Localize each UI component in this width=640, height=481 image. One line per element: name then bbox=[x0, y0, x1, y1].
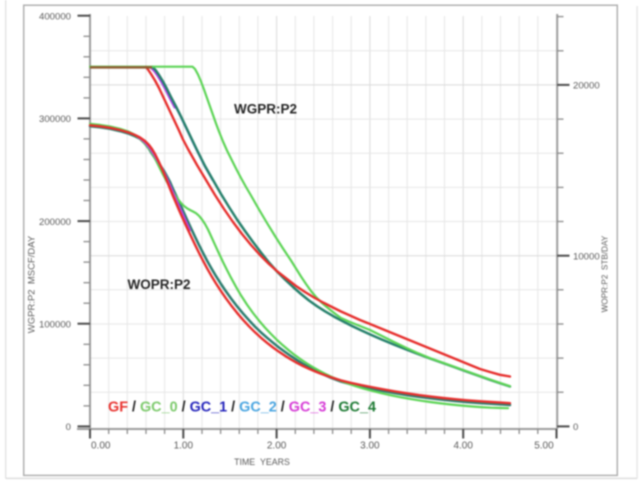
svg-text:3.00: 3.00 bbox=[360, 441, 380, 452]
svg-text:WOPR:P2: WOPR:P2 bbox=[128, 277, 191, 292]
svg-text:1.00: 1.00 bbox=[174, 441, 194, 452]
svg-text:WGPR:P2 MSCF/DAY: WGPR:P2 MSCF/DAY bbox=[27, 235, 38, 333]
svg-text:0.00: 0.00 bbox=[91, 441, 111, 452]
svg-text:200000: 200000 bbox=[39, 217, 71, 228]
svg-text:400000: 400000 bbox=[39, 12, 71, 23]
svg-text:WGPR:P2: WGPR:P2 bbox=[234, 102, 297, 117]
svg-text:20000: 20000 bbox=[573, 81, 600, 92]
svg-text:TIME YEARS: TIME YEARS bbox=[234, 457, 290, 467]
svg-text:10000: 10000 bbox=[573, 251, 600, 262]
svg-text:0: 0 bbox=[66, 422, 71, 433]
svg-text:4.00: 4.00 bbox=[453, 441, 473, 452]
svg-text:GF / GC_0 / GC_1 / GC_2 / GC_3: GF / GC_0 / GC_1 / GC_2 / GC_3 / GC_4 bbox=[108, 400, 376, 416]
svg-text:0: 0 bbox=[573, 422, 578, 433]
svg-text:300000: 300000 bbox=[39, 114, 71, 125]
svg-text:2.00: 2.00 bbox=[267, 441, 287, 452]
svg-text:WOPR:P2 STB/DAY: WOPR:P2 STB/DAY bbox=[601, 235, 610, 312]
svg-text:5.00: 5.00 bbox=[534, 441, 554, 452]
svg-text:100000: 100000 bbox=[39, 320, 71, 331]
